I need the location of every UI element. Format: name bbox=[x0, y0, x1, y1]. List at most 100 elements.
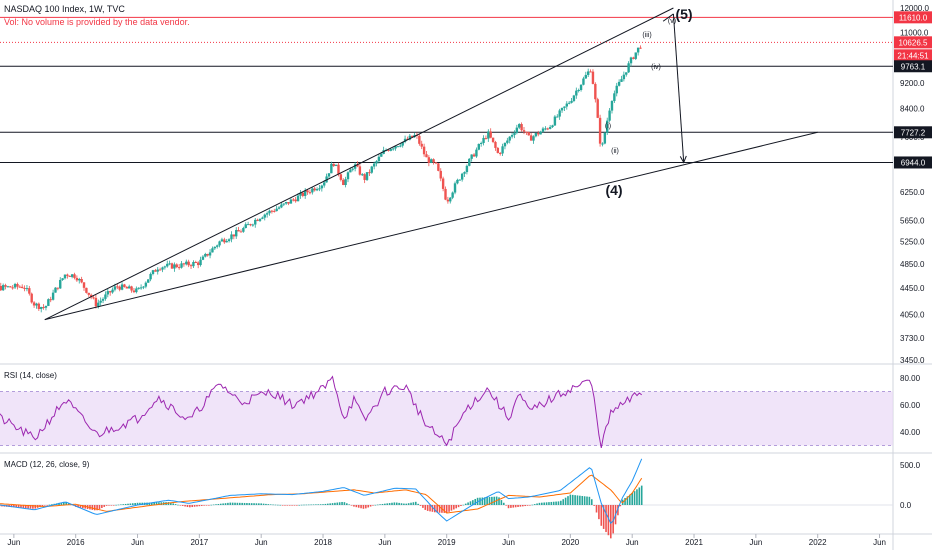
candle-body bbox=[42, 307, 45, 309]
candle-body bbox=[299, 192, 302, 196]
candle-body bbox=[30, 293, 33, 303]
candle-body bbox=[615, 85, 618, 94]
macd-histogram-bar bbox=[310, 504, 312, 506]
candle-body bbox=[292, 199, 295, 201]
macd-histogram-bar bbox=[526, 505, 529, 506]
macd-histogram-bar bbox=[298, 504, 301, 506]
candle-body bbox=[311, 188, 314, 193]
candle-body bbox=[339, 174, 343, 180]
macd-histogram-bar bbox=[51, 504, 53, 505]
rsi-band bbox=[0, 391, 893, 446]
macd-histogram-bar bbox=[422, 505, 424, 508]
macd-histogram-bar bbox=[529, 505, 531, 506]
candle-body bbox=[515, 127, 519, 133]
candle-body bbox=[444, 188, 447, 200]
macd-histogram-bar bbox=[545, 502, 548, 505]
candle-body bbox=[346, 172, 350, 180]
macd-histogram-bar bbox=[32, 505, 34, 509]
macd-title: MACD (12, 26, close, 9) bbox=[4, 460, 90, 469]
candle-body bbox=[303, 190, 307, 196]
macd-histogram-bar bbox=[381, 503, 384, 505]
candle-body bbox=[1, 285, 5, 291]
macd-histogram-bar bbox=[34, 505, 37, 509]
macd-histogram-bar bbox=[531, 504, 534, 506]
candle-body bbox=[101, 298, 105, 301]
macd-histogram-bar bbox=[488, 497, 491, 505]
candle-body bbox=[363, 174, 366, 180]
macd-histogram-bar bbox=[500, 500, 503, 505]
macd-histogram-bar bbox=[189, 505, 191, 508]
candle-body bbox=[487, 131, 490, 139]
macd-histogram-bar bbox=[514, 505, 517, 508]
macd-histogram-bar bbox=[281, 505, 284, 506]
candle-body bbox=[556, 116, 559, 118]
candle-body bbox=[18, 286, 22, 288]
candle-body bbox=[175, 264, 178, 268]
macd-histogram-bar bbox=[362, 505, 365, 509]
macd-histogram-bar bbox=[555, 501, 557, 505]
macd-histogram-bar bbox=[386, 503, 389, 505]
candle-body bbox=[85, 287, 88, 293]
candle-body bbox=[177, 267, 181, 269]
candle-body bbox=[496, 147, 500, 153]
macd-histogram-bar bbox=[215, 504, 217, 505]
candle-body bbox=[437, 163, 440, 171]
macd-histogram-bar bbox=[414, 501, 417, 505]
candle-body bbox=[337, 164, 340, 175]
macd-histogram-bar bbox=[562, 499, 565, 505]
macd-histogram-bar bbox=[567, 496, 569, 505]
macd-tick-label: 0.0 bbox=[900, 501, 912, 510]
candle-body bbox=[532, 136, 535, 141]
macd-histogram-bar bbox=[624, 497, 626, 505]
macd-histogram-bar bbox=[139, 502, 141, 505]
candle-body bbox=[56, 287, 60, 289]
candle-body bbox=[161, 267, 164, 270]
macd-histogram-bar bbox=[600, 505, 603, 526]
candle-body bbox=[518, 124, 521, 128]
candle-body bbox=[294, 199, 297, 202]
macd-histogram-bar bbox=[129, 503, 132, 505]
macd-histogram-bar bbox=[474, 498, 477, 505]
macd-histogram-bar bbox=[631, 493, 633, 505]
candle-body bbox=[313, 188, 316, 191]
candle-body bbox=[636, 47, 640, 53]
candle-body bbox=[456, 179, 459, 184]
macd-histogram-bar bbox=[58, 502, 60, 505]
macd-histogram-bar bbox=[519, 505, 522, 507]
macd-histogram-bar bbox=[184, 505, 186, 507]
price-tick-label: 11000.0 bbox=[900, 29, 929, 38]
candle-body bbox=[132, 290, 136, 293]
macd-histogram-bar bbox=[479, 497, 481, 505]
candle-body bbox=[387, 149, 390, 151]
wave-label-ii: (ii) bbox=[611, 148, 619, 155]
candle-body bbox=[375, 161, 378, 164]
candle-body bbox=[463, 172, 466, 174]
macd-histogram-bar bbox=[541, 502, 543, 505]
candle-body bbox=[70, 274, 74, 277]
candle-body bbox=[120, 284, 124, 290]
macd-histogram-bar bbox=[379, 504, 381, 505]
price-label-text: 7727.2 bbox=[901, 128, 926, 137]
macd-histogram-bar bbox=[317, 504, 320, 505]
candle-body bbox=[156, 269, 159, 272]
candle-body bbox=[327, 173, 331, 177]
macd-histogram-bar bbox=[384, 503, 386, 505]
macd-histogram-bar bbox=[550, 501, 553, 505]
candle-body bbox=[632, 57, 635, 59]
rsi-title: RSI (14, close) bbox=[4, 371, 57, 380]
macd-histogram-bar bbox=[219, 503, 222, 505]
macd-histogram-bar bbox=[203, 505, 205, 506]
macd-histogram-bar bbox=[590, 499, 593, 505]
macd-histogram-bar bbox=[82, 505, 84, 509]
macd-histogram-bar bbox=[357, 505, 360, 508]
candle-body bbox=[254, 219, 257, 225]
candle-body bbox=[301, 192, 305, 196]
macd-histogram-bar bbox=[303, 504, 305, 506]
macd-histogram-bar bbox=[360, 505, 362, 509]
macd-histogram-bar bbox=[605, 505, 607, 533]
time-tick-label: 2020 bbox=[561, 538, 579, 547]
macd-histogram-bar bbox=[548, 502, 550, 505]
candle-body bbox=[377, 156, 381, 162]
macd-histogram-bar bbox=[186, 505, 189, 508]
